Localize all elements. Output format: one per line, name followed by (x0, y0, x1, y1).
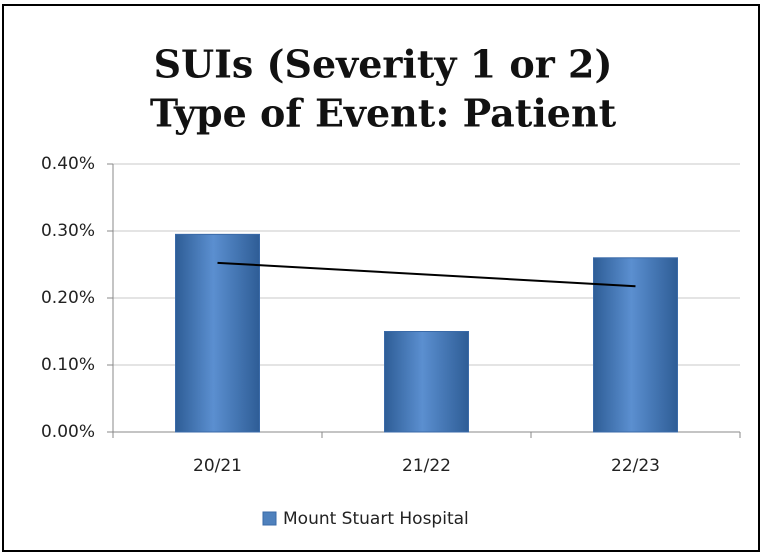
bar (384, 331, 469, 433)
legend-swatch (262, 511, 277, 526)
trendline (217, 261, 636, 288)
y-tick-label: 0.20% (41, 288, 95, 308)
bar (593, 257, 678, 433)
x-tick-label: 20/21 (193, 456, 242, 476)
legend-label: Mount Stuart Hospital (283, 509, 469, 529)
chart-title: Type of Event: Patient (150, 91, 617, 136)
y-tick-label: 0.30% (41, 221, 95, 241)
x-tick-label: 22/23 (611, 456, 660, 476)
x-tick-label: 21/22 (402, 456, 451, 476)
y-tick-label: 0.40% (41, 154, 95, 174)
y-tick-label: 0.10% (41, 355, 95, 375)
y-tick-label: 0.00% (41, 422, 95, 442)
bar (175, 233, 260, 433)
chart-title: SUIs (Severity 1 or 2) (154, 42, 613, 87)
